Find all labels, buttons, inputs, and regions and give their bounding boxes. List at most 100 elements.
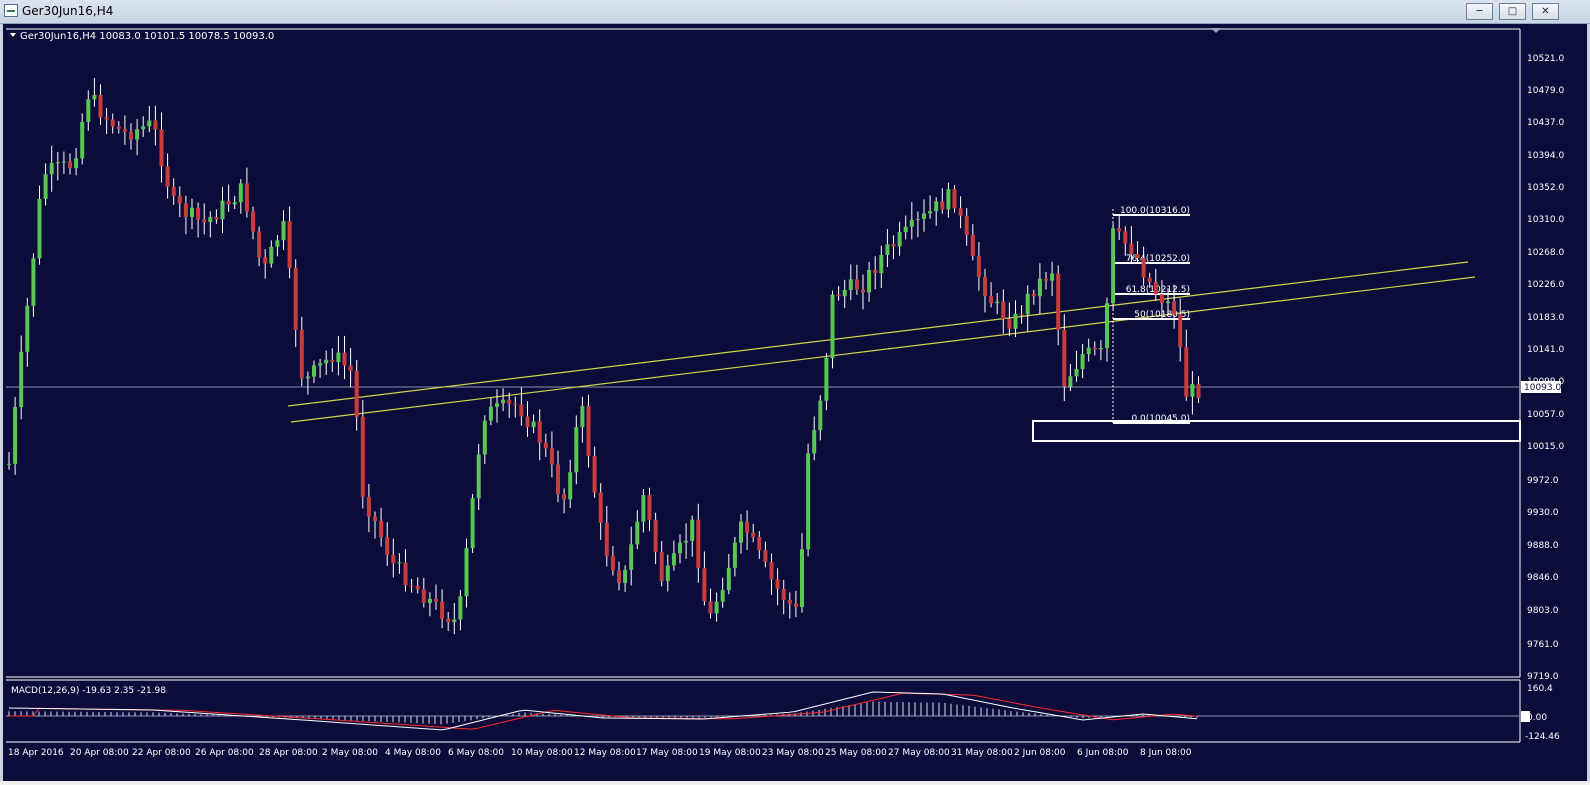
- candle-body: [556, 464, 560, 495]
- candle-body: [190, 207, 194, 217]
- candle-body: [159, 129, 164, 167]
- macd-indicator[interactable]: [8, 691, 1198, 731]
- candle-body: [7, 463, 11, 465]
- candle-body: [415, 585, 420, 590]
- macd-tick: -124.46: [1525, 732, 1560, 742]
- trendline-upper[interactable]: [287, 261, 1469, 407]
- price-tick: 10183.0: [1527, 313, 1564, 323]
- candle-body: [165, 166, 170, 187]
- candle-body: [366, 496, 371, 517]
- candle-body: [525, 416, 530, 428]
- fibonacci-retracement[interactable]: 100.0(10316.0) 76.4(10252.0) 61.8(10212.…: [1112, 206, 1190, 424]
- candle-body: [629, 544, 634, 570]
- candle-body: [793, 603, 798, 608]
- support-rectangle[interactable]: [1032, 420, 1521, 442]
- time-tick: 8 Jun 08:00: [1140, 748, 1192, 758]
- candle-body: [1196, 383, 1201, 399]
- candle-body: [452, 619, 457, 623]
- time-tick: 2 Jun 08:00: [1014, 748, 1066, 758]
- candle-body: [421, 589, 426, 604]
- candle-body: [232, 202, 237, 205]
- chart-canvas[interactable]: Ger30Jun16,H4 10083.0 10101.5 10078.5 10…: [3, 24, 1587, 781]
- window-title-bar: Ger30Jun16,H4 ─ □ ✕: [0, 0, 1590, 24]
- time-tick: 17 May 08:00: [636, 748, 698, 758]
- restore-button[interactable]: □: [1499, 3, 1526, 20]
- candle-body: [293, 267, 298, 330]
- candle-body: [800, 549, 804, 608]
- candle-body: [940, 201, 945, 210]
- price-tick: 10015.0: [1527, 442, 1564, 452]
- candle-body: [769, 561, 774, 580]
- time-tick: 31 May 08:00: [951, 748, 1013, 758]
- candle-body: [879, 255, 884, 274]
- chart-menu-arrow-icon[interactable]: [10, 33, 16, 37]
- candle-body: [1025, 293, 1030, 315]
- price-tick: 9846.0: [1527, 573, 1559, 583]
- price-tick: 10310.0: [1527, 215, 1564, 225]
- candle-body: [1050, 273, 1055, 281]
- candle-body: [842, 290, 847, 297]
- candle-body: [592, 456, 597, 493]
- candle-body: [342, 352, 347, 366]
- candle-body: [238, 183, 243, 203]
- time-tick: 10 May 08:00: [511, 748, 573, 758]
- time-tick: 4 May 08:00: [385, 748, 441, 758]
- candle-body: [1013, 313, 1018, 329]
- candle-body: [787, 599, 792, 604]
- candle-body: [976, 255, 981, 277]
- candle-body: [568, 472, 573, 500]
- candle-body: [354, 370, 359, 417]
- candle-body: [726, 567, 731, 591]
- candle-body: [470, 498, 475, 549]
- candle-body: [385, 537, 390, 555]
- macd-main-line: [8, 691, 1198, 731]
- window-title: Ger30Jun16,H4: [22, 4, 114, 18]
- candle-body: [25, 305, 30, 352]
- candle-body: [861, 289, 865, 293]
- macd-tick: 160.4: [1527, 684, 1553, 694]
- candle-body: [251, 211, 255, 232]
- candle-body: [702, 568, 707, 602]
- macd-tick: 0.00: [1527, 713, 1547, 723]
- candle-body: [19, 351, 24, 408]
- chart-window-icon[interactable]: [4, 4, 18, 17]
- candle-body: [995, 301, 1000, 304]
- candle-body: [1159, 294, 1164, 304]
- trendline-lower[interactable]: [290, 276, 1476, 423]
- candle-body: [519, 404, 524, 417]
- candle-body: [623, 569, 628, 583]
- candle-body: [263, 257, 268, 264]
- candle-body: [257, 231, 262, 258]
- candle-body: [244, 183, 249, 212]
- macd-signal-line: [9, 692, 1198, 730]
- candle-body: [873, 269, 878, 274]
- candle-body: [739, 521, 743, 543]
- close-button[interactable]: ✕: [1532, 3, 1559, 20]
- candle-body: [665, 565, 670, 582]
- candle-body: [751, 532, 756, 538]
- candle-body: [13, 407, 18, 464]
- candle-body: [1105, 303, 1109, 349]
- candle-body: [1019, 313, 1024, 315]
- chart-shift-marker[interactable]: [1211, 28, 1221, 33]
- time-tick: 27 May 08:00: [888, 748, 950, 758]
- candle-body: [409, 585, 414, 587]
- candle-body: [952, 189, 957, 209]
- candle-body: [488, 406, 493, 421]
- candle-body: [690, 519, 695, 541]
- candle-body: [1141, 258, 1146, 278]
- candle-body: [1092, 347, 1097, 350]
- fibo-label-100: 100.0(10316.0): [1120, 206, 1190, 216]
- candle-body: [1153, 282, 1158, 295]
- candle-body: [196, 207, 201, 220]
- chart-window[interactable]: Ger30Jun16,H4 10083.0 10101.5 10078.5 10…: [0, 24, 1590, 781]
- candle-body: [635, 521, 640, 545]
- candle-body: [275, 240, 280, 247]
- candle-body: [647, 495, 652, 520]
- minimize-button[interactable]: ─: [1466, 3, 1493, 20]
- candle-body: [153, 120, 158, 130]
- candle-body: [427, 598, 432, 604]
- candle-body: [43, 174, 48, 199]
- candlestick-series[interactable]: [7, 77, 1201, 635]
- time-tick: 23 May 08:00: [762, 748, 824, 758]
